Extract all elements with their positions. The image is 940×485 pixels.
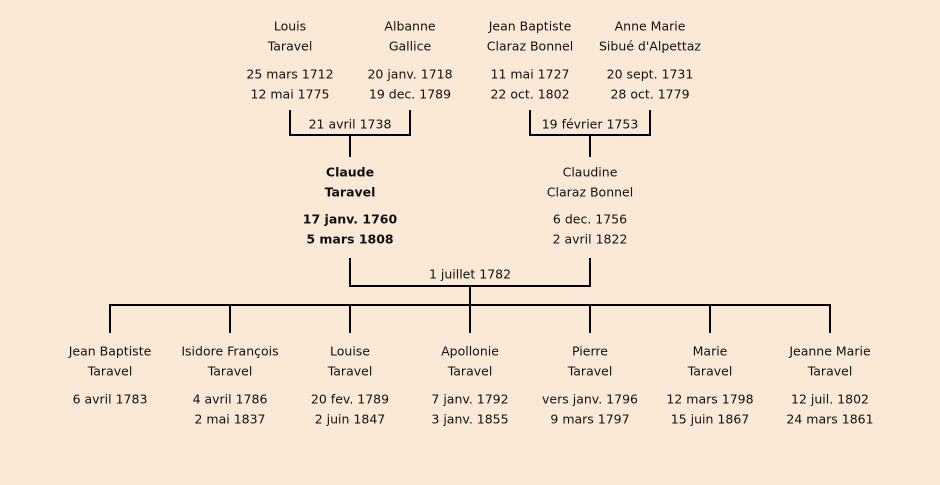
person-dates: 11 mai 1727 — [491, 67, 570, 82]
person-name: Sibué d'Alpettaz — [599, 39, 701, 54]
person-dates: 15 juin 1867 — [671, 412, 749, 427]
person-name: Taravel — [327, 364, 373, 379]
person-name: Claude — [326, 165, 374, 180]
person-dates: 7 janv. 1792 — [431, 392, 508, 407]
person-dates: 24 mars 1861 — [786, 412, 873, 427]
marriage-date: 19 février 1753 — [542, 117, 639, 132]
person-name: Anne Marie — [615, 19, 686, 34]
person-name: Taravel — [325, 185, 376, 200]
person-dates: 12 juil. 1802 — [791, 392, 869, 407]
person-dates: 3 janv. 1855 — [431, 412, 508, 427]
person-dates: 12 mai 1775 — [251, 87, 330, 102]
person-name: Albanne — [384, 19, 435, 34]
person-dates: 20 fev. 1789 — [311, 392, 389, 407]
person-name: Jean Baptiste — [488, 19, 572, 34]
person-name: Taravel — [687, 364, 733, 379]
person-name: Jean Baptiste — [68, 344, 152, 359]
person-dates: 2 juin 1847 — [315, 412, 386, 427]
person-name: Apollonie — [441, 344, 499, 359]
person-dates: vers janv. 1796 — [542, 392, 638, 407]
person-name: Marie — [693, 344, 728, 359]
marriage-date: 21 avril 1738 — [309, 117, 392, 132]
person-dates: 22 oct. 1802 — [490, 87, 569, 102]
connectors — [109, 110, 831, 333]
person-name: Taravel — [807, 364, 853, 379]
person-name: Pierre — [572, 344, 608, 359]
person-dates: 25 mars 1712 — [246, 67, 333, 82]
person-dates: 4 avril 1786 — [193, 392, 268, 407]
person-dates: 17 janv. 1760 — [303, 212, 398, 227]
person-name: Gallice — [389, 39, 432, 54]
person-dates: 2 mai 1837 — [194, 412, 265, 427]
person-name: Jeanne Marie — [788, 344, 871, 359]
person-name: Taravel — [207, 364, 253, 379]
person-dates: 2 avril 1822 — [553, 232, 628, 247]
person-name: Louis — [274, 19, 306, 34]
person-name: Taravel — [267, 39, 313, 54]
person-dates: 28 oct. 1779 — [610, 87, 689, 102]
person-name: Claraz Bonnel — [547, 185, 633, 200]
person-dates: 5 mars 1808 — [306, 232, 393, 247]
person-dates: 9 mars 1797 — [550, 412, 629, 427]
person-name: Claudine — [563, 165, 618, 180]
person-dates: 20 janv. 1718 — [367, 67, 452, 82]
person-dates: 12 mars 1798 — [666, 392, 753, 407]
person-dates: 6 avril 1783 — [73, 392, 148, 407]
person-name: Taravel — [447, 364, 493, 379]
person-name: Taravel — [87, 364, 133, 379]
person-name: Taravel — [567, 364, 613, 379]
person-name: Isidore François — [181, 344, 278, 359]
marriage-date: 1 juillet 1782 — [429, 267, 511, 282]
person-name: Louise — [330, 344, 370, 359]
person-name: Claraz Bonnel — [487, 39, 573, 54]
person-dates: 20 sept. 1731 — [607, 67, 694, 82]
person-dates: 19 dec. 1789 — [369, 87, 451, 102]
person-dates: 6 dec. 1756 — [553, 212, 627, 227]
